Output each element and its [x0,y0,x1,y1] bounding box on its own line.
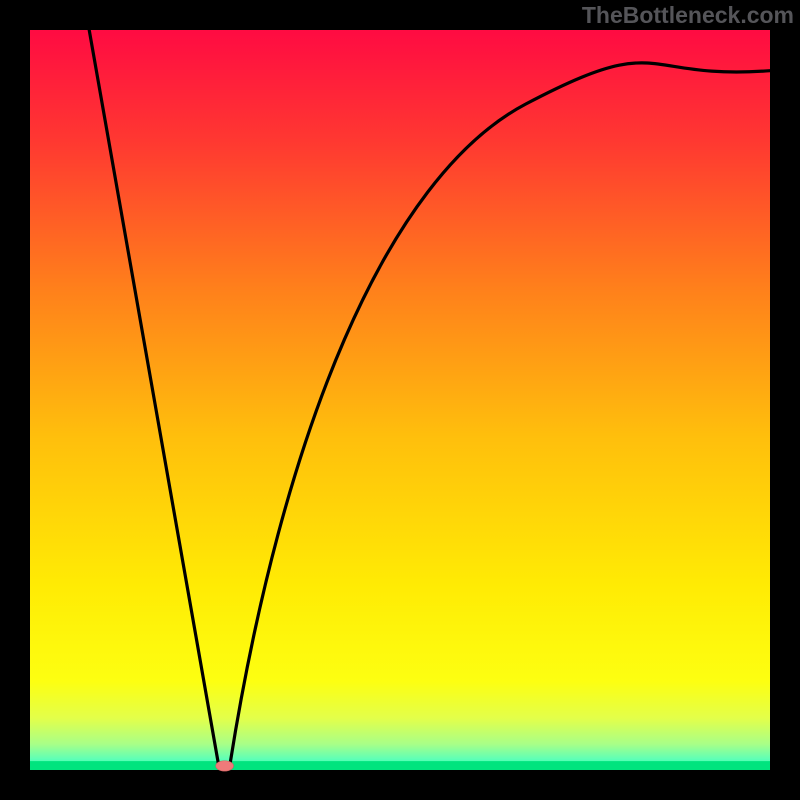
plot-background [30,30,770,770]
plot-area [30,30,770,771]
plot-bottom-band [30,761,770,770]
chart-container: TheBottleneck.com [0,0,800,800]
attribution-label: TheBottleneck.com [582,2,794,29]
bottleneck-marker [216,761,234,771]
bottleneck-chart [0,0,800,800]
